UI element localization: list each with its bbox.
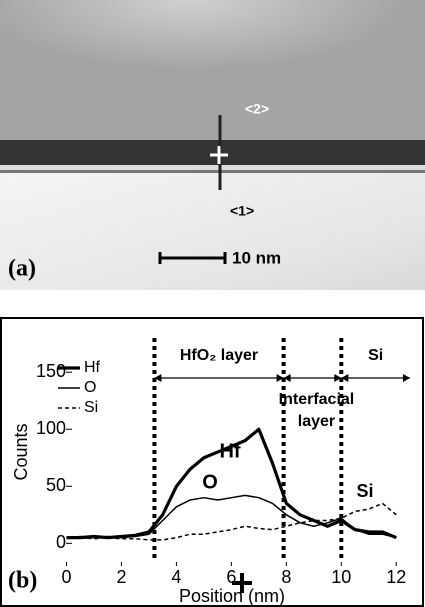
series-line [66,494,397,539]
arrow-head [283,374,291,382]
x-axis-title: Position (nm) [179,586,285,606]
legend-label: Si [84,399,98,416]
y-tick-label: 150 [36,361,66,381]
x-tick-label: 4 [171,567,181,587]
series-line [66,502,397,541]
x-tick-label: 0 [61,567,71,587]
annotation: Interfacial [279,391,355,408]
legend-label: Hf [84,359,101,376]
annotation: layer [298,413,335,430]
panel-frame [0,317,424,607]
annotation: HfO₂ layer [180,347,258,364]
y-tick-label: 50 [46,475,66,495]
arrow-head [341,374,349,382]
marker: <1> [230,203,254,219]
legend-label: O [84,379,96,396]
arrow-head [334,374,342,382]
series-line [66,427,397,540]
x-tick-label: 2 [116,567,126,587]
arrow-head [403,374,410,382]
plus-marker [232,573,252,593]
y-tick-label: 0 [56,532,66,552]
series-label: O [202,471,218,493]
tem-image [0,0,425,290]
x-tick-label: 8 [281,567,291,587]
series-label: Si [356,481,373,501]
x-tick-label: 6 [226,567,236,587]
scale-bar-label: 10 nm [232,248,281,267]
series-label: Hf [219,440,240,462]
x-tick-label: 12 [386,567,406,587]
y-tick-label: 100 [36,418,66,438]
marker: <2> [245,101,269,117]
panel-label: (b) [8,568,37,594]
y-axis-title: Counts [11,423,31,480]
arrow-head [154,374,162,382]
x-tick-label: 10 [331,567,351,587]
annotation: Si [368,347,383,364]
panel-label: (a) [8,256,36,282]
arrow-head [276,374,284,382]
